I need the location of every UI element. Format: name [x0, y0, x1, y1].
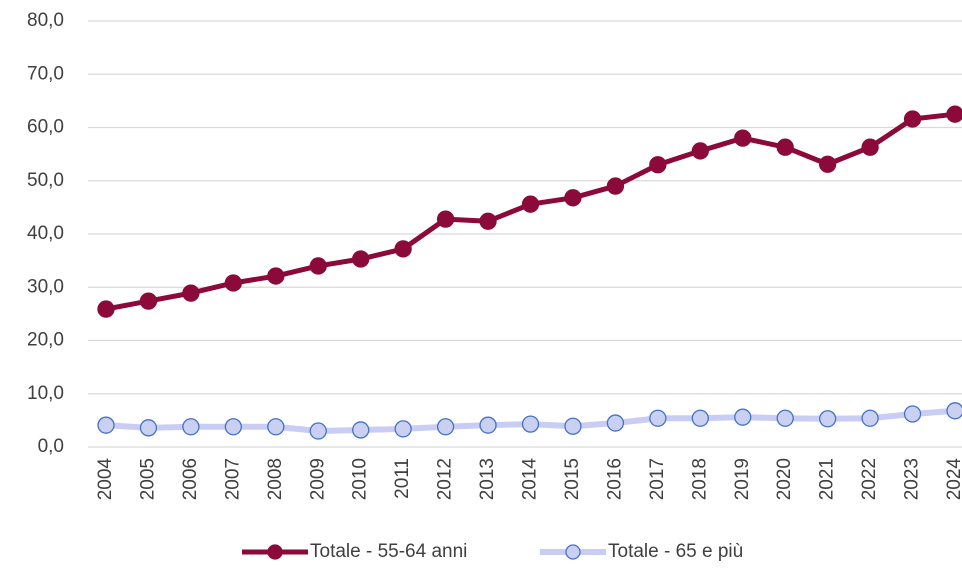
- y-tick-label: 10,0: [27, 383, 64, 404]
- legend-marker: [565, 544, 581, 560]
- x-tick-label: 2023: [902, 458, 923, 500]
- data-point: [606, 177, 625, 195]
- y-tick-label: 80,0: [27, 10, 64, 31]
- data-point: [267, 418, 285, 436]
- data-point: [776, 138, 794, 156]
- data-point: [861, 409, 879, 427]
- data-point: [734, 129, 752, 147]
- x-tick-label: 2017: [647, 458, 668, 500]
- data-point: [606, 414, 625, 432]
- data-point: [861, 138, 879, 156]
- x-tick-label: 2020: [774, 458, 795, 500]
- data-point: [139, 419, 158, 437]
- x-tick-label: 2011: [392, 458, 413, 499]
- data-point: [691, 142, 709, 160]
- y-tick-label: 30,0: [27, 276, 64, 297]
- data-point: [267, 267, 285, 285]
- data-point: [139, 292, 158, 310]
- data-point: [649, 156, 667, 174]
- data-point: [394, 240, 412, 258]
- data-point: [224, 274, 243, 292]
- data-point: [649, 409, 667, 427]
- data-point: [479, 212, 497, 230]
- data-point: [521, 415, 540, 433]
- data-point: [309, 422, 327, 440]
- x-tick-label: 2012: [435, 458, 456, 500]
- data-point: [182, 418, 200, 436]
- x-tick-label: 2010: [350, 458, 371, 500]
- y-tick-label: 0,0: [38, 436, 64, 457]
- data-point: [564, 189, 582, 207]
- data-point: [819, 155, 837, 173]
- legend-label: Totale - 55-64 anni: [310, 541, 467, 562]
- data-point: [436, 418, 455, 436]
- legend-label: Totale - 65 e più: [608, 541, 743, 562]
- x-tick-label: 2013: [477, 458, 498, 500]
- data-point: [776, 409, 794, 427]
- x-tick-label: 2019: [732, 458, 753, 500]
- data-point: [479, 416, 497, 434]
- data-point: [224, 418, 243, 436]
- data-point: [352, 250, 370, 268]
- data-point: [903, 110, 922, 128]
- data-point: [903, 405, 922, 423]
- data-point: [436, 210, 455, 228]
- data-point: [819, 410, 837, 428]
- x-tick-label: 2022: [859, 458, 880, 500]
- x-tick-label: 2015: [562, 458, 583, 500]
- x-tick-label: 2005: [137, 458, 158, 500]
- x-tick-label: 2018: [689, 458, 710, 500]
- y-tick-label: 20,0: [27, 330, 64, 351]
- y-tick-label: 50,0: [27, 170, 64, 191]
- x-tick-label: 2004: [95, 458, 116, 501]
- data-point: [946, 105, 962, 123]
- data-point: [352, 421, 370, 439]
- y-tick-label: 70,0: [27, 63, 64, 84]
- data-point: [394, 420, 412, 438]
- x-tick-label: 2006: [180, 458, 201, 500]
- y-tick-label: 40,0: [27, 223, 64, 244]
- x-tick-label: 2007: [222, 458, 243, 500]
- y-tick-label: 60,0: [27, 117, 64, 138]
- x-tick-label: 2009: [307, 458, 328, 500]
- data-point: [521, 195, 540, 213]
- data-point: [564, 417, 582, 435]
- data-point: [97, 300, 115, 318]
- x-tick-label: 2021: [817, 458, 838, 500]
- data-point: [97, 416, 115, 434]
- x-tick-label: 2024: [944, 458, 962, 501]
- data-point: [946, 402, 962, 420]
- data-point: [734, 408, 752, 426]
- x-tick-label: 2016: [604, 458, 625, 500]
- data-point: [309, 257, 327, 275]
- data-point: [182, 284, 200, 302]
- x-tick-label: 2008: [265, 458, 286, 500]
- data-point: [691, 409, 709, 427]
- x-tick-label: 2014: [520, 458, 541, 501]
- legend-marker: [267, 544, 283, 560]
